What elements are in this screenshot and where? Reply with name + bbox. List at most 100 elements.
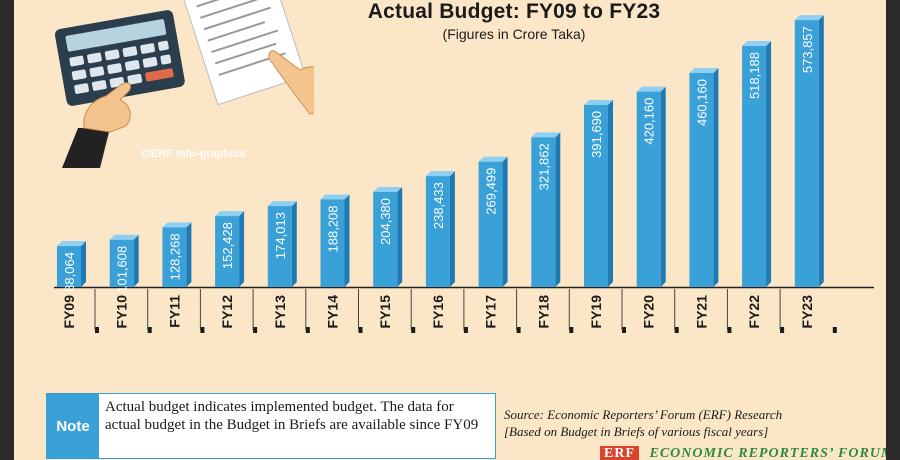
bar-FY10: 101,608 [109, 234, 139, 293]
bar-top [267, 201, 297, 207]
chart-title: Actual Budget: FY09 to FY23 [367, 0, 661, 23]
bar-side [133, 234, 139, 287]
bar-side [397, 186, 403, 287]
category-label: FY13 [272, 295, 288, 329]
tick-mark [727, 327, 732, 333]
bar-FY11: 128,268 [162, 222, 192, 287]
tick-mark [147, 327, 152, 333]
category-label: FY21 [693, 295, 709, 329]
bar-rect [215, 216, 240, 287]
bar-rect [267, 206, 292, 287]
bar-FY16: 238,433 [425, 171, 455, 287]
bar-top [636, 86, 666, 92]
value-label: 204,380 [378, 198, 393, 245]
bar-FY22: 518,188 [742, 41, 772, 288]
source-line-1: Source: Economic Reporters’ Forum (ERF) … [504, 407, 783, 422]
note-text: Actual budget indicates implemented budg… [105, 399, 479, 433]
tick-mark [305, 327, 310, 333]
value-label: 269,499 [484, 168, 499, 215]
bar-top [109, 234, 139, 240]
bar-FY13: 174,013 [267, 201, 297, 287]
category-label: FY22 [746, 295, 762, 329]
chart-subtitle: (Figures in Crore Taka) [442, 26, 586, 42]
tick-mark [411, 327, 416, 333]
bar-side [81, 241, 86, 287]
brand-footer: ERF ECONOMIC REPORTERS’ FORUM [600, 446, 886, 460]
tick-mark [253, 327, 258, 333]
bar-side [608, 99, 613, 287]
bar-FY09: 88,064 [57, 241, 86, 292]
bar-side [344, 194, 350, 287]
value-label: 88,064 [62, 252, 77, 292]
value-label: 391,690 [589, 111, 604, 158]
category-label: FY11 [166, 295, 182, 328]
value-label: 518,188 [747, 52, 762, 99]
category-label: FY16 [430, 295, 446, 329]
bar-rect [794, 20, 819, 287]
bar-FY15: 204,380 [373, 186, 403, 287]
bar-FY17: 269,499 [478, 156, 508, 287]
bar-rect [584, 104, 608, 287]
bar-FY14: 188,208 [320, 194, 350, 287]
note-box: Note Actual budget indicates implemented… [46, 393, 496, 459]
watermark: @ERF Info-graphics [140, 148, 246, 160]
paper-hand-icon [180, 0, 307, 106]
brand-name: ECONOMIC REPORTERS’ FORUM [649, 446, 887, 460]
category-label: FY12 [219, 295, 235, 329]
value-label: 420,160 [642, 98, 657, 145]
bar-top [373, 186, 403, 192]
tick-mark [622, 327, 626, 333]
bar-FY19: 391,690 [584, 99, 613, 287]
category-label: FY19 [588, 295, 604, 329]
category-label: FY09 [61, 295, 77, 329]
value-label: 174,013 [273, 212, 288, 259]
bar-FY18: 321,862 [531, 132, 561, 287]
bar-top [320, 194, 350, 200]
bar-top [425, 171, 455, 177]
bar-top [478, 156, 508, 162]
value-label: 152,428 [220, 222, 235, 269]
category-label: FY10 [114, 295, 130, 329]
bar-side [186, 222, 192, 287]
bar-side [660, 86, 666, 287]
tick-mark [832, 327, 837, 333]
brand-logo: ERF [600, 446, 639, 460]
category-label: FY20 [641, 295, 657, 329]
bar-side [502, 156, 508, 287]
bar-rect [478, 161, 503, 287]
tick-mark [463, 327, 468, 333]
bar-top [794, 15, 824, 21]
bar-rect [109, 239, 134, 287]
value-label: 573,857 [800, 26, 815, 73]
source-note: Source: Economic Reporters’ Forum (ERF) … [504, 406, 884, 440]
bar-rect [373, 191, 398, 287]
bar-rect [320, 199, 345, 287]
bar-top [57, 241, 86, 247]
bar-side [713, 68, 719, 287]
value-label: 188,208 [326, 205, 341, 252]
tick-mark [674, 327, 679, 333]
bar-top [742, 41, 772, 47]
tick-mark [780, 327, 785, 333]
bar-rect [689, 73, 714, 287]
bar-side [449, 171, 455, 287]
note-tag: Note [47, 394, 99, 458]
bar-FY20: 420,160 [636, 86, 666, 287]
bar-side [291, 201, 297, 287]
tick-mark [516, 327, 521, 333]
bar-top [215, 211, 245, 217]
bar-rect [531, 137, 556, 287]
bar-top [531, 132, 561, 138]
infographic-frame: @ERF Info-graphics Actual Budget: FY09 t… [14, 0, 886, 460]
bar-top [689, 68, 719, 74]
bar-rect [425, 176, 450, 287]
category-label: FY17 [483, 295, 499, 329]
bar-top [162, 222, 192, 228]
source-line-2: [Based on Budget in Briefs of various fi… [504, 424, 769, 439]
bar-rect [162, 227, 187, 287]
pointing-hand-icon [268, 50, 314, 115]
bar-side [239, 211, 245, 287]
bar-top [584, 99, 613, 105]
bar-FY12: 152,428 [215, 211, 245, 287]
tick-mark [358, 327, 363, 333]
